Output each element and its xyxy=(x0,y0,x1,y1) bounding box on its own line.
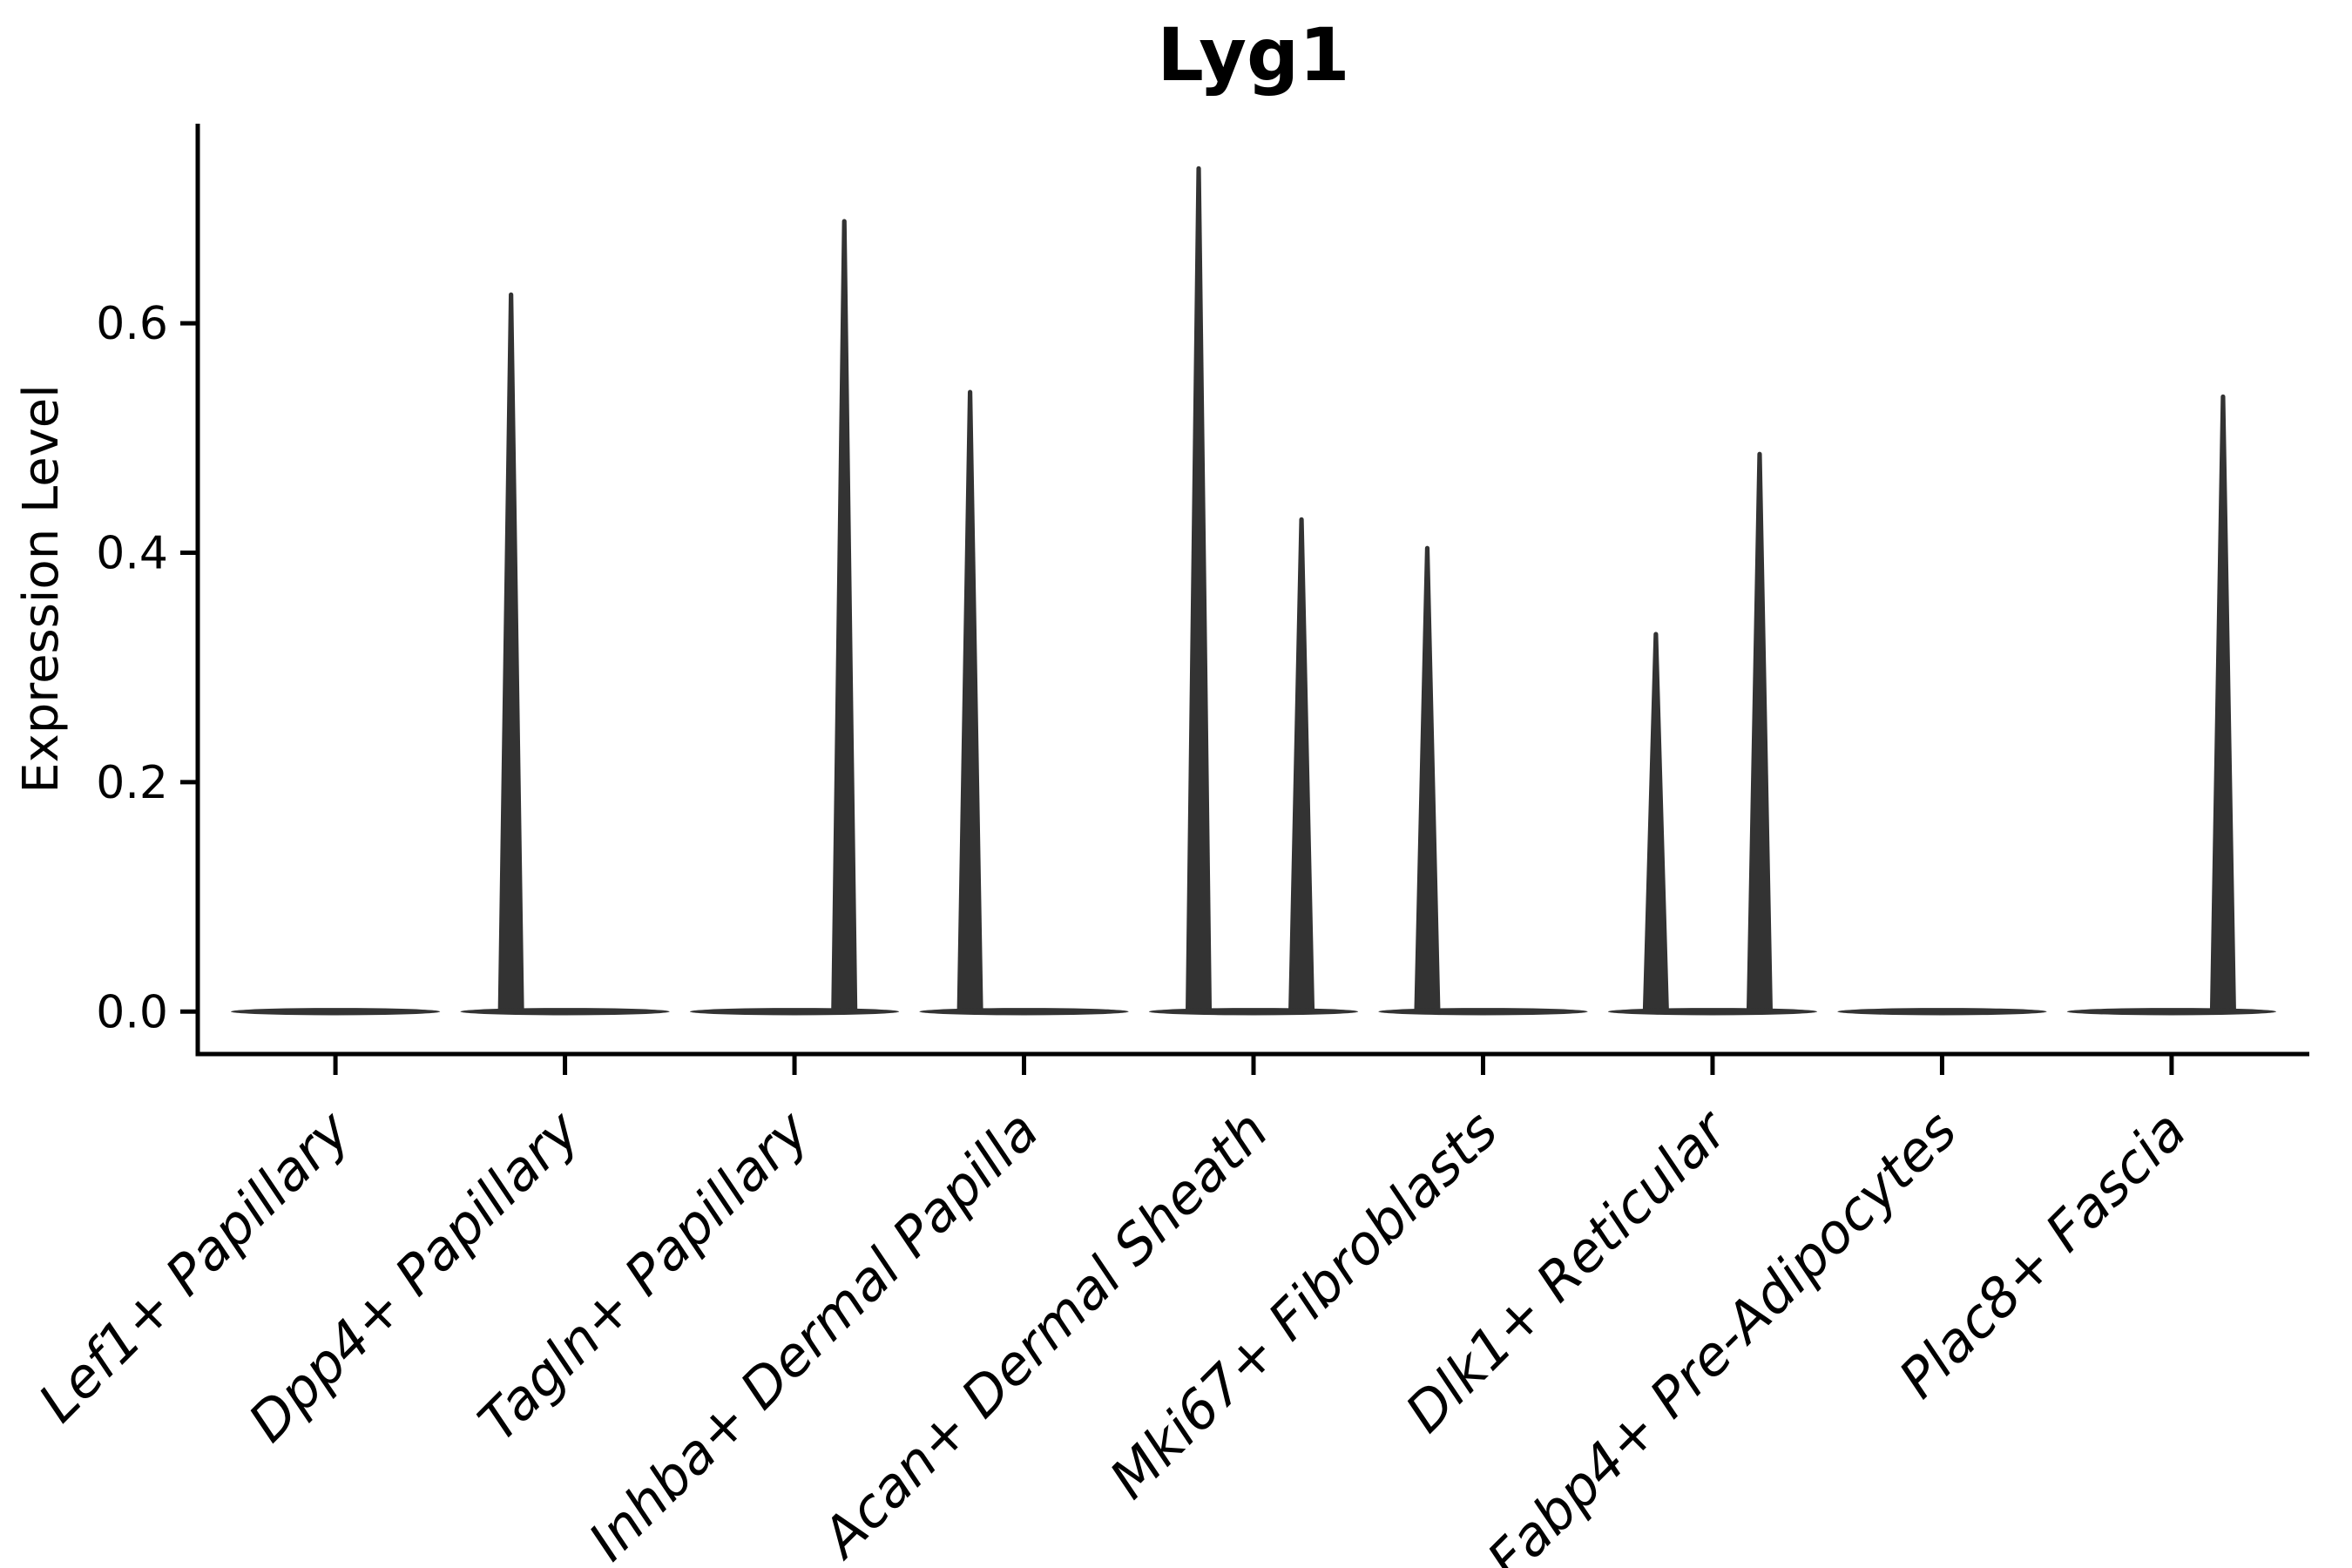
violin-2 xyxy=(460,292,670,1016)
violin-spike xyxy=(831,219,858,1010)
violin-body xyxy=(689,1008,900,1016)
violin-9 xyxy=(2066,394,2277,1016)
violin-body xyxy=(1607,1008,1818,1016)
violin-spike xyxy=(1288,517,1315,1010)
violin-body xyxy=(919,1008,1129,1016)
y-tick-label: 0.6 xyxy=(96,298,168,350)
y-tick-label: 0.2 xyxy=(96,757,168,809)
violin-body xyxy=(1148,1008,1359,1016)
violin-body xyxy=(460,1008,670,1016)
y-tick-label: 0.0 xyxy=(96,986,168,1038)
violin-body xyxy=(230,1008,441,1016)
violin-spike xyxy=(956,389,983,1010)
x-tick-label: Mki67+ Fibroblasts xyxy=(1098,1098,1510,1511)
violin-8 xyxy=(1837,1008,2047,1016)
violin-body xyxy=(1378,1008,1588,1016)
x-tick-label: Inhba+ Dermal Papilla xyxy=(577,1098,1051,1568)
violin-6 xyxy=(1378,545,1588,1016)
violin-5 xyxy=(1148,166,1359,1016)
violin-4 xyxy=(919,389,1129,1016)
violin-3 xyxy=(689,219,900,1016)
axes-spines xyxy=(195,124,2309,1057)
violin-7 xyxy=(1607,451,1818,1016)
violin-spike xyxy=(1186,166,1213,1010)
violin-body xyxy=(2066,1008,2277,1016)
y-axis-ticks-group: 0.0 0.2 0.4 0.6 xyxy=(96,298,198,1038)
violin-spike xyxy=(2209,394,2236,1010)
y-tick-label: 0.4 xyxy=(96,528,168,580)
violin-spike xyxy=(1414,545,1441,1010)
y-axis-label: Expression Level xyxy=(13,384,70,794)
chart-title: Lyg1 xyxy=(1157,12,1349,98)
violin-spike xyxy=(497,292,524,1010)
violin-1 xyxy=(230,1008,441,1016)
violins-group xyxy=(230,166,2277,1016)
violin-body xyxy=(1837,1008,2047,1016)
violin-spike xyxy=(1642,632,1669,1010)
x-tick-label: Acan+ Dermal Sheath xyxy=(808,1098,1281,1568)
violin-spike xyxy=(1746,451,1773,1010)
